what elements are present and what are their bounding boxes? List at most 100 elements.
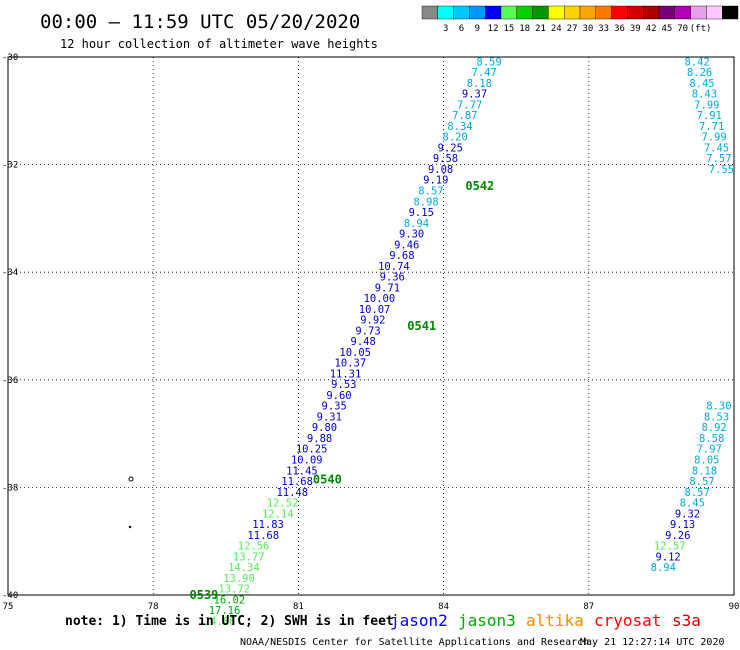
- altimeter-tracks: 8.597.478.189.377.777.878.348.209.259.58…: [204, 56, 734, 628]
- pass-time-label: 0540: [313, 472, 342, 486]
- swh-value: 10.25: [296, 444, 328, 456]
- swh-value: 9.58: [433, 153, 458, 165]
- axis-ticks: 75 78 81 84 87 90 -30 -32 -34 -36 -38 -40: [2, 53, 739, 612]
- swh-value: 9.88: [307, 433, 332, 445]
- legend-label: 70: [677, 24, 688, 34]
- swh-value: 13.72: [218, 584, 250, 596]
- swh-value: 9.30: [399, 229, 424, 241]
- map-subtitle: 12 hour collection of altimeter wave hei…: [60, 37, 378, 51]
- lon-tick-label: 75: [3, 602, 14, 612]
- swh-value: 12.52: [267, 498, 299, 510]
- lat-tick-label: -32: [2, 161, 18, 171]
- swh-value: 7.77: [457, 99, 482, 111]
- swh-value: 9.46: [394, 239, 419, 251]
- swh-value: 9.36: [380, 272, 405, 284]
- island-dot: [128, 525, 132, 529]
- swh-value: 11.83: [252, 519, 284, 531]
- swh-value: 7.91: [697, 110, 722, 122]
- swh-value: 13.90: [223, 573, 255, 585]
- legend-swatch: [706, 5, 723, 20]
- legend-swatch: [453, 5, 470, 20]
- track-jason-track-lower: 12.5212.1411.8311.6812.5613.7714.3413.90…: [204, 498, 299, 628]
- swh-value: 9.13: [670, 519, 695, 531]
- swh-value: 11.68: [247, 530, 279, 542]
- swh-value: 12.57: [654, 541, 686, 553]
- legend-label: 36: [614, 24, 625, 34]
- map-frame: [7, 56, 735, 596]
- swh-value: 8.57: [689, 476, 714, 488]
- legend-label: 30: [582, 24, 593, 34]
- swh-value: 7.99: [701, 132, 726, 144]
- pass-time-label: 0539: [190, 588, 219, 602]
- legend-swatch: [674, 5, 691, 20]
- swh-value: 9.73: [355, 325, 380, 337]
- swh-value: 11.45: [286, 465, 318, 477]
- map-plot-area: 75 78 81 84 87 90-30-32-34-36-38-40 8.597.478…: [2, 53, 739, 628]
- legend-swatch: [564, 5, 581, 20]
- legend-swatch: [627, 5, 644, 20]
- legend-swatch: [611, 5, 628, 20]
- satellite-name: jason2: [390, 611, 448, 630]
- wave-height-legend: 3 6 9 12 15 18 21 24 27 30 33 36 39 42 45 70 (ft): [421, 5, 739, 34]
- swh-value: 9.68: [389, 250, 414, 262]
- legend-label: 3: [443, 24, 448, 34]
- legend-swatch: [485, 5, 502, 20]
- legend-swatch: [658, 5, 676, 20]
- legend-label: 39: [630, 24, 641, 34]
- lon-tick-label: 84: [438, 602, 449, 612]
- swh-value: 7.57: [706, 153, 731, 165]
- legend-label: 24: [551, 24, 562, 34]
- map-title: 00:00 – 11:59 UTC 05/20/2020: [40, 11, 360, 33]
- footer-credit: NOAA/NESDIS Center for Satellite Applica…: [240, 637, 589, 648]
- swh-value: 9.37: [462, 89, 487, 101]
- swh-value: 17.16: [209, 605, 241, 617]
- pass-labels: 0542 0541 0540 0539: [190, 179, 495, 602]
- swh-value: 8.18: [692, 465, 717, 477]
- swh-value: 9.12: [655, 551, 680, 563]
- swh-value: 9.19: [423, 175, 448, 187]
- swh-value: 7.99: [694, 99, 719, 111]
- graticule: [8, 57, 734, 595]
- swh-value: 10.74: [378, 261, 410, 273]
- legend-label: 15: [503, 24, 514, 34]
- swh-value: 8.59: [476, 56, 501, 68]
- swh-value: 12.56: [238, 541, 270, 553]
- satellite-name: jason3: [458, 611, 516, 630]
- legend-swatch: [595, 5, 612, 20]
- swh-value: 7.45: [704, 142, 729, 154]
- pass-time-label: 0542: [465, 179, 494, 193]
- island-marker: [128, 476, 134, 482]
- swh-value: 8.05: [694, 455, 719, 467]
- track-jason2-track-main: 8.597.478.189.377.777.878.348.209.259.58…: [276, 56, 501, 498]
- swh-value: 14.34: [228, 562, 260, 574]
- lat-tick-label: -34: [2, 268, 18, 278]
- satellite-name: cryosat: [594, 611, 661, 630]
- satellite-name: s3a: [672, 611, 701, 630]
- swh-value: 9.80: [312, 422, 337, 434]
- legend-swatch: [643, 5, 660, 20]
- legend-label: 9: [475, 24, 480, 34]
- swh-value: 10.05: [339, 347, 371, 359]
- swh-value: 14.86: [204, 616, 236, 628]
- swh-value: 9.31: [317, 411, 342, 423]
- legend-swatch: [548, 5, 565, 20]
- swh-value: 9.35: [322, 401, 347, 413]
- swh-value: 8.58: [699, 433, 724, 445]
- legend-label: 6: [459, 24, 464, 34]
- legend-swatch: [516, 5, 533, 20]
- swh-value: 8.98: [413, 196, 438, 208]
- legend-swatch: [500, 5, 518, 20]
- swh-value: 8.92: [701, 422, 726, 434]
- lon-tick-label: 81: [293, 602, 304, 612]
- swh-value: 9.25: [438, 142, 463, 154]
- swh-value: 12.14: [262, 508, 294, 520]
- pass-time-label: 0541: [407, 319, 436, 333]
- lat-tick-label: -38: [2, 483, 18, 493]
- satellite-name: altika: [526, 611, 584, 630]
- swh-value: 8.45: [689, 78, 714, 90]
- swh-value: 9.32: [675, 508, 700, 520]
- legend-swatch: [469, 5, 486, 20]
- swh-value: 7.55: [709, 164, 734, 176]
- legend-label: 12: [488, 24, 499, 34]
